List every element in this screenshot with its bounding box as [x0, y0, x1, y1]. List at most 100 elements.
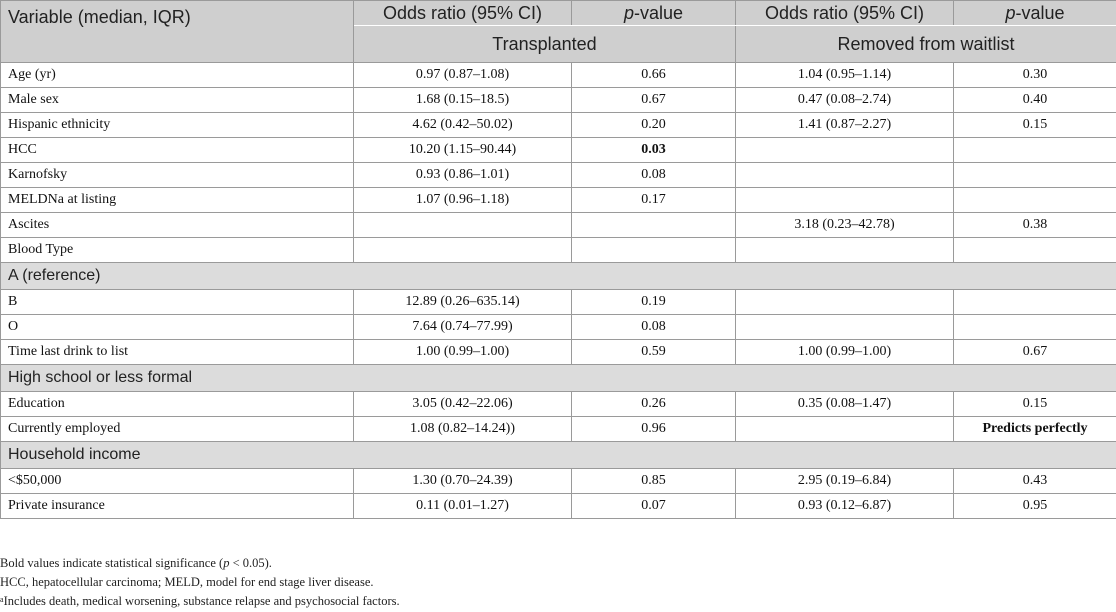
removed-odds-ratio: [735, 237, 954, 263]
table-row: B 12.89 (0.26–635.14) 0.19: [0, 289, 1116, 315]
transplanted-p-value: 0.17: [571, 187, 736, 213]
row-label: Ascites: [0, 212, 354, 238]
removed-odds-ratio: 1.00 (0.99–1.00): [735, 339, 954, 365]
footnote-text: Includes death, medical worsening, subst…: [3, 594, 400, 608]
transplanted-p-value: 0.59: [571, 339, 736, 365]
table-body: Age (yr) 0.97 (0.87–1.08) 0.66 1.04 (0.95–1…: [0, 62, 1116, 519]
row-label: Hispanic ethnicity: [0, 112, 354, 138]
removed-p-value: 0.67: [953, 339, 1116, 365]
removed-p-value: [953, 162, 1116, 188]
transplanted-odds-ratio: 7.64 (0.74–77.99): [353, 314, 572, 340]
removed-p-value: 0.95: [953, 493, 1116, 519]
table-row: HCC 10.20 (1.15–90.44) 0.03: [0, 137, 1116, 163]
row-label: B: [0, 289, 354, 315]
removed-odds-ratio: 0.47 (0.08–2.74): [735, 87, 954, 113]
removed-odds-ratio: [735, 137, 954, 163]
variable-header: Variable (median, IQR): [0, 0, 354, 63]
p-value-header-transplanted: p-value: [571, 0, 736, 26]
table-notes: Bold values indicate statistical signifi…: [0, 554, 1110, 611]
table-row: Age (yr) 0.97 (0.87–1.08) 0.66 1.04 (0.95–1…: [0, 62, 1116, 88]
removed-p-value: Predicts perfectly: [953, 416, 1116, 442]
row-label: Karnofsky: [0, 162, 354, 188]
section-row: High school or less formal: [0, 364, 1116, 392]
removed-p-value: 0.30: [953, 62, 1116, 88]
removed-p-value: [953, 137, 1116, 163]
removed-odds-ratio: 3.18 (0.23–42.78): [735, 212, 954, 238]
removed-odds-ratio: 0.93 (0.12–6.87): [735, 493, 954, 519]
removed-odds-ratio: [735, 162, 954, 188]
transplanted-p-value: 0.85: [571, 468, 736, 494]
header-row: Variable (median, IQR) Odds ratio (95% C…: [0, 0, 1116, 63]
section-label: A (reference): [0, 262, 1116, 290]
removed-p-value: 0.43: [953, 468, 1116, 494]
table-row: O 7.64 (0.74–77.99) 0.08: [0, 314, 1116, 340]
removed-odds-ratio: [735, 416, 954, 442]
removed-p-value: 0.40: [953, 87, 1116, 113]
transplanted-odds-ratio: 0.93 (0.86–1.01): [353, 162, 572, 188]
table-row: Blood Type: [0, 237, 1116, 263]
removed-odds-ratio: 0.35 (0.08–1.47): [735, 391, 954, 417]
table-row: <$50,000 1.30 (0.70–24.39) 0.85 2.95 (0.19–…: [0, 468, 1116, 494]
table-row: Ascites 3.18 (0.23–42.78) 0.38: [0, 212, 1116, 238]
table-row: Currently employed 1.08 (0.82–14.24)) 0.96…: [0, 416, 1116, 442]
transplanted-odds-ratio: 10.20 (1.15–90.44): [353, 137, 572, 163]
section-row: A (reference): [0, 262, 1116, 290]
transplanted-odds-ratio: 12.89 (0.26–635.14): [353, 289, 572, 315]
removed-p-value: 0.15: [953, 112, 1116, 138]
transplanted-p-value: 0.08: [571, 314, 736, 340]
note-text: < 0.05).: [229, 556, 272, 570]
transplanted-p-value: 0.96: [571, 416, 736, 442]
transplanted-odds-ratio: [353, 237, 572, 263]
group-transplanted: Transplanted: [353, 25, 736, 63]
odds-ratio-header-removed: Odds ratio (95% CI): [735, 0, 954, 26]
removed-p-value: [953, 187, 1116, 213]
transplanted-odds-ratio: 1.00 (0.99–1.00): [353, 339, 572, 365]
removed-odds-ratio: 1.04 (0.95–1.14): [735, 62, 954, 88]
group-header-row: Transplanted Removed from waitlist: [1, 25, 1116, 63]
note-abbreviations: HCC, hepatocellular carcinoma; MELD, mod…: [0, 575, 374, 589]
removed-odds-ratio: [735, 314, 954, 340]
row-label: HCC: [0, 137, 354, 163]
removed-p-value: [953, 289, 1116, 315]
transplanted-p-value: 0.08: [571, 162, 736, 188]
table-row: Hispanic ethnicity 4.62 (0.42–50.02) 0.20 1…: [0, 112, 1116, 138]
transplanted-odds-ratio: 3.05 (0.42–22.06): [353, 391, 572, 417]
transplanted-p-value: 0.19: [571, 289, 736, 315]
table-row: Male sex 1.68 (0.15–18.5) 0.67 0.47 (0.08–2…: [0, 87, 1116, 113]
row-label: Private insurance: [0, 493, 354, 519]
row-label: <$50,000: [0, 468, 354, 494]
results-table: Variable (median, IQR) Odds ratio (95% C…: [0, 0, 1116, 519]
row-label: Education: [0, 391, 354, 417]
transplanted-odds-ratio: 1.07 (0.96–1.18): [353, 187, 572, 213]
transplanted-p-value: 0.66: [571, 62, 736, 88]
note-bold-values: Bold values indicate statistical signifi…: [0, 554, 1110, 573]
removed-odds-ratio: 2.95 (0.19–6.84): [735, 468, 954, 494]
group-removed: Removed from waitlist: [735, 25, 1116, 63]
note-text: Bold values indicate statistical signifi…: [0, 556, 224, 570]
row-label: Blood Type: [0, 237, 354, 263]
row-label: Currently employed: [0, 416, 354, 442]
section-label: High school or less formal: [0, 364, 1116, 392]
transplanted-odds-ratio: 1.08 (0.82–14.24)): [353, 416, 572, 442]
p-letter: p: [1005, 2, 1016, 23]
note-p: p: [223, 556, 230, 570]
section-row: Household income: [0, 441, 1116, 469]
removed-p-value: 0.38: [953, 212, 1116, 238]
transplanted-p-value: 0.03: [571, 137, 736, 163]
row-label: MELDNa at listing: [0, 187, 354, 213]
note-footnote: aIncludes death, medical worsening, subs…: [0, 592, 1110, 611]
transplanted-odds-ratio: 1.30 (0.70–24.39): [353, 468, 572, 494]
p-suffix: -value: [1015, 2, 1065, 23]
table-row: Private insurance 0.11 (0.01–1.27) 0.07 0.9…: [0, 493, 1116, 519]
p-letter: p: [623, 2, 634, 23]
table-row: MELDNa at listing 1.07 (0.96–1.18) 0.17: [0, 187, 1116, 213]
transplanted-p-value: 0.67: [571, 87, 736, 113]
transplanted-odds-ratio: 4.62 (0.42–50.02): [353, 112, 572, 138]
table-row: Education 3.05 (0.42–22.06) 0.26 0.35 (0.08…: [0, 391, 1116, 417]
footnote-mark: a: [0, 595, 4, 604]
transplanted-p-value: 0.26: [571, 391, 736, 417]
removed-p-value: 0.15: [953, 391, 1116, 417]
p-value-header-removed: p-value: [953, 0, 1116, 26]
removed-p-value: [953, 237, 1116, 263]
transplanted-odds-ratio: 0.97 (0.87–1.08): [353, 62, 572, 88]
